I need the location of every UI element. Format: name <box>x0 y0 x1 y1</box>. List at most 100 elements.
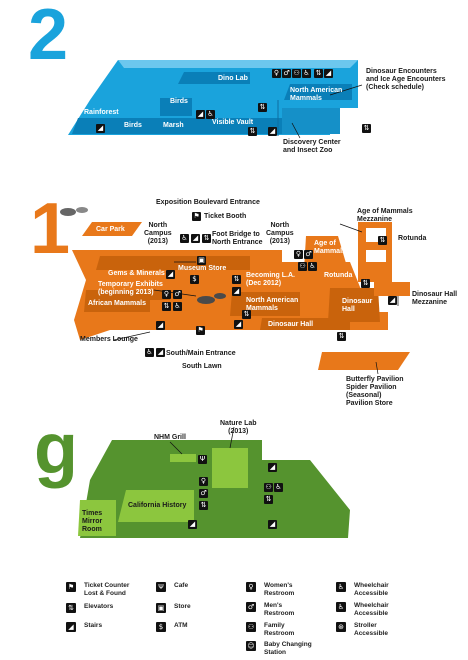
floor-2-plan <box>68 60 363 139</box>
label-african-mammals: African Mammals <box>88 300 146 307</box>
label-museum-store: Museum Store <box>178 265 227 272</box>
label-dino-lab: Dino Lab <box>218 75 248 82</box>
baby-changing-icon: ☺ <box>246 641 256 651</box>
label-ticket-booth: Ticket Booth <box>204 213 247 220</box>
stairs-icon: ◢ <box>388 296 397 305</box>
atm-icon: $ <box>156 622 166 632</box>
label-birds-left: Birds <box>124 122 142 129</box>
legend-elevators: ⇅ Elevators <box>66 603 113 613</box>
label-temporary-exhibits: Temporary Exhibits (beginning 2013) <box>98 281 163 296</box>
womens-restroom-icon: ♀ <box>162 290 171 299</box>
atm-icon: $ <box>190 275 199 284</box>
legend-label: Elevators <box>84 603 114 610</box>
stairs-icon: ◢ <box>268 520 277 529</box>
family-restroom-icon: ⚇ <box>298 262 307 271</box>
womens-restroom-icon: ♀ <box>272 69 281 78</box>
label-members-lounge: Members Lounge <box>80 336 138 343</box>
mens-restroom-icon: ♂ <box>173 290 182 299</box>
floor-g-number: g <box>34 409 78 489</box>
family-restroom-icon: ⚇ <box>264 483 273 492</box>
legend-label: Family Restroom <box>264 622 295 637</box>
label-dinosaur-hall-right: Dinosaur Hall <box>342 298 373 313</box>
elevator-icon: ⇅ <box>66 603 76 613</box>
elevator-icon: ⇅ <box>242 310 251 319</box>
label-birds-center: Birds <box>170 98 188 105</box>
legend-label: Women's Restroom <box>264 582 295 597</box>
label-exposition-entrance: Exposition Boulevard Entrance <box>156 199 260 206</box>
mens-restroom-icon: ♂ <box>246 602 256 612</box>
label-north-campus-right: North Campus (2013) <box>266 222 294 245</box>
elevator-icon: ⇅ <box>248 127 257 136</box>
wheelchair-icon: ♿ <box>206 110 215 119</box>
label-becoming-la: Becoming L.A. (Dec 2012) <box>246 272 296 287</box>
wheelchair-restroom-icon: ♿ <box>336 602 346 612</box>
legend-label: ATM <box>174 622 188 629</box>
wheelchair-icon: ♿ <box>336 582 346 592</box>
floor-1-plan <box>60 207 410 375</box>
stairs-icon: ◢ <box>268 127 277 136</box>
legend-label: Wheelchair Accessible <box>354 582 389 597</box>
stairs-icon: ◢ <box>96 124 105 133</box>
stairs-icon: ◢ <box>156 321 165 330</box>
stairs-icon: ◢ <box>66 622 76 632</box>
womens-restroom-icon: ♀ <box>199 477 208 486</box>
legend-label: Wheelchair Accessible <box>354 602 389 617</box>
legend-label: Men's Restroom <box>264 602 295 617</box>
label-california-history: California History <box>128 502 187 509</box>
elevator-icon: ⇅ <box>314 69 323 78</box>
legend-stroller: ⊛ Stroller Accessible <box>336 622 388 638</box>
elevator-icon: ⇅ <box>199 501 208 510</box>
elevator-icon: ⇅ <box>337 332 346 341</box>
elevator-icon: ⇅ <box>202 234 211 243</box>
elevator-icon: ⇅ <box>361 279 370 288</box>
stairs-icon: ◢ <box>166 270 175 279</box>
label-rainforest: Rainforest <box>84 109 119 116</box>
stairs-icon: ◢ <box>232 287 241 296</box>
label-south-entrance: South/Main Entrance <box>166 350 236 357</box>
legend-store: ▣ Store <box>156 603 191 613</box>
elevator-icon: ⇅ <box>378 236 387 245</box>
store-icon: ▣ <box>156 603 166 613</box>
wheelchair-icon: ♿ <box>308 262 317 271</box>
label-dinosaur-hall-mezzanine: Dinosaur Hall Mezzanine <box>412 291 458 306</box>
elevator-icon: ⇅ <box>264 495 273 504</box>
elevator-icon: ⇅ <box>258 103 267 112</box>
wheelchair-icon: ♿ <box>274 483 283 492</box>
label-north-campus-left: North Campus (2013) <box>144 222 172 245</box>
legend-label: Cafe <box>174 582 189 589</box>
elevator-icon: ⇅ <box>232 275 241 284</box>
legend-stairs: ◢ Stairs <box>66 622 102 632</box>
label-north-american-mammals-2: North American Mammals <box>290 87 343 102</box>
legend-wheelchair: ♿ Wheelchair Accessible <box>336 582 389 598</box>
wheelchair-icon: ♿ <box>180 234 189 243</box>
label-rotunda-center: Rotunda <box>324 272 353 279</box>
elevator-icon: ⇅ <box>362 124 371 133</box>
stroller-icon: ⊛ <box>336 622 346 632</box>
womens-restroom-icon: ♀ <box>246 582 256 592</box>
mens-restroom-icon: ♂ <box>282 69 291 78</box>
mens-restroom-icon: ♂ <box>199 489 208 498</box>
cafe-icon: Ψ <box>156 582 166 592</box>
floor-g-plan <box>78 426 350 538</box>
label-gems-minerals: Gems & Minerals <box>108 270 165 277</box>
label-dinosaur-encounters: Dinosaur Encounters and Ice Age Encounte… <box>366 68 446 91</box>
family-restroom-icon: ⚇ <box>246 622 256 632</box>
legend-baby-changing: ☺ Baby Changing Station <box>246 641 312 657</box>
label-rotunda-right: Rotunda <box>398 235 427 242</box>
store-icon: ▣ <box>197 256 206 265</box>
legend-label: Store <box>174 603 191 610</box>
legend-mens-restroom: ♂ Men's Restroom <box>246 602 294 618</box>
wheelchair-icon: ♿ <box>173 302 182 311</box>
stairs-icon: ◢ <box>191 234 200 243</box>
womens-restroom-icon: ♀ <box>294 250 303 259</box>
label-marsh: Marsh <box>163 122 184 129</box>
legend-family-restroom: ⚇ Family Restroom <box>246 622 294 638</box>
legend-label: Stairs <box>84 622 103 629</box>
label-nature-lab: Nature Lab (2013) <box>220 420 257 435</box>
label-butterfly-pavilion: Butterfly Pavilion Spider Pavilion (Seas… <box>346 376 404 407</box>
ticket-icon: ⚑ <box>192 212 201 221</box>
label-discovery-center: Discovery Center and Insect Zoo <box>283 139 341 154</box>
cafe-icon: Ψ <box>198 455 207 464</box>
